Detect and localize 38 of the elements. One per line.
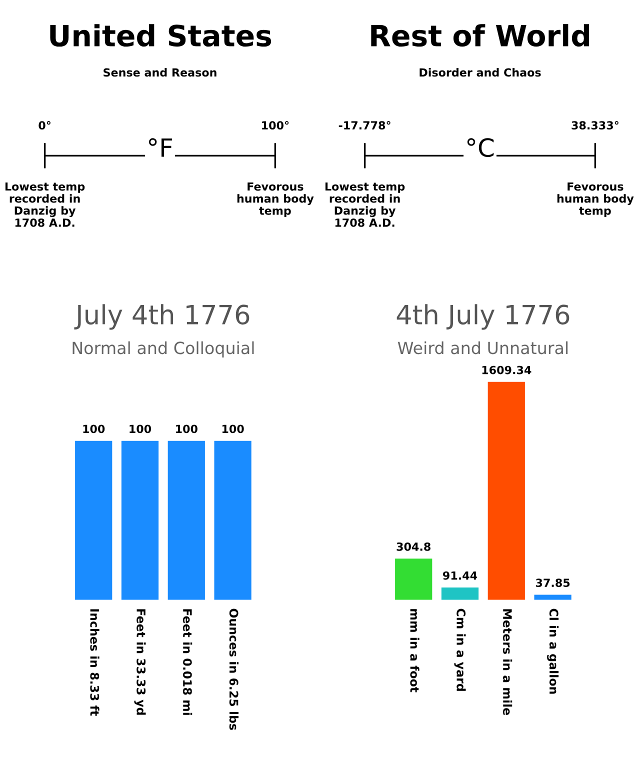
data-label: 100 (176, 424, 198, 434)
x-tick-label: Inches in 8.33 ft (90, 609, 100, 716)
text: Rest of World (371, 24, 590, 47)
data-label: 1609.34 (482, 366, 532, 374)
bar (534, 594, 572, 600)
chart-title: July 4th 1776 (74, 304, 250, 330)
text: Fevorous human body temp (557, 182, 634, 217)
data-label: 304.8 (396, 542, 430, 551)
text: Lowest temp recorded in Danzig by 1708 A.D. (5, 182, 85, 227)
bar (395, 558, 432, 600)
chart-title: 4th July 1776 (396, 304, 570, 330)
x-tick-label: Meters in a mile (502, 609, 512, 716)
x-tick-label: Cm in a yard (454, 608, 466, 691)
x-tick-label: Feet in 0.018 mi (182, 609, 192, 715)
data-label: 100 (83, 424, 105, 434)
text: 38.333° (572, 121, 618, 130)
text: United States (50, 24, 272, 47)
data-label: 100 (222, 424, 244, 434)
text: °C (467, 138, 494, 158)
text: Lowest temp recorded in Danzig by 1708 A.D. (325, 182, 405, 227)
data-label: 91.44 (443, 571, 478, 580)
text: 0° (38, 121, 50, 130)
data-label: 37.85 (536, 578, 570, 588)
x-tick-label: Cl in a gallon (547, 608, 559, 694)
x-tick-label: mm in a foot (410, 609, 420, 692)
bar (441, 587, 479, 600)
data-label: 100 (130, 424, 152, 434)
text: Disorder and Chaos (420, 68, 541, 77)
chart-subtitle: Weird and Unnatural (398, 341, 568, 354)
text: -17.778° (338, 121, 390, 130)
x-tick-label: Feet in 33.33 yd (134, 609, 146, 715)
text: Fevorous human body temp (237, 182, 314, 217)
bar (488, 382, 525, 600)
text: Sense and Reason (104, 68, 216, 77)
x-tick-label: Ounces in 6.25 lbs (229, 608, 239, 730)
text: 100° (262, 121, 289, 130)
chart-subtitle: Normal and Colloquial (72, 341, 254, 358)
text: °F (148, 138, 172, 157)
